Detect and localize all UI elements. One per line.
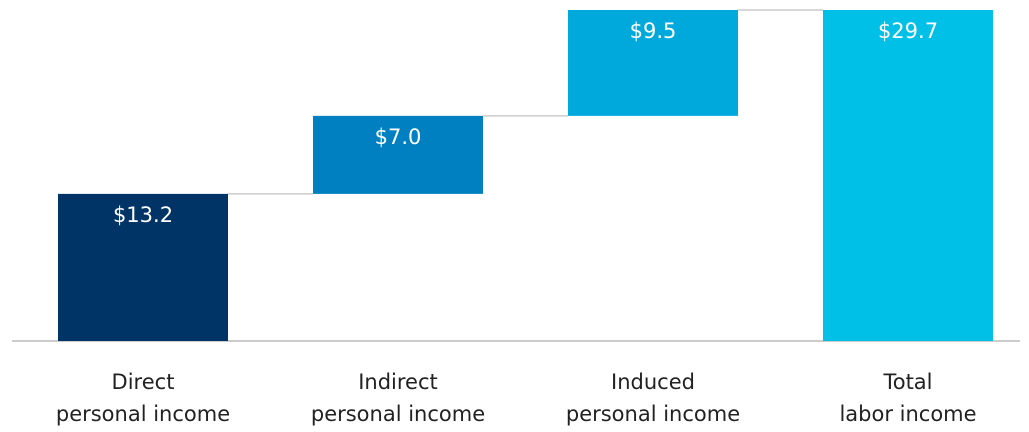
bar: [568, 10, 738, 116]
x-tick-label: personal income: [56, 402, 230, 426]
x-tick-label: personal income: [311, 402, 485, 426]
value-label: $29.7: [878, 19, 938, 43]
x-tick-label: personal income: [566, 402, 740, 426]
value-label: $9.5: [630, 19, 677, 43]
value-label: $7.0: [375, 125, 422, 149]
x-tick-label: Induced: [611, 370, 695, 394]
x-tick-label: Total: [882, 370, 932, 394]
x-tick-label: Indirect: [358, 370, 438, 394]
bar: [313, 115, 483, 194]
bar: [823, 10, 993, 341]
x-tick-label: Direct: [112, 370, 175, 394]
bar: [58, 193, 228, 341]
value-label: $13.2: [113, 203, 173, 227]
x-tick-label: labor income: [839, 402, 976, 426]
